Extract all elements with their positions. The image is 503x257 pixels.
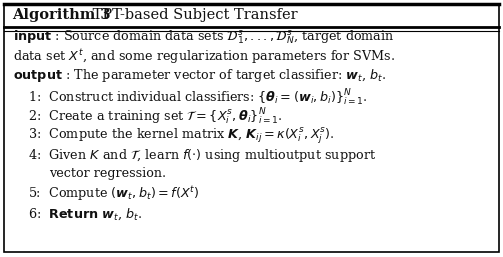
Text: data set $X^t$, and some regularization parameters for SVMs.: data set $X^t$, and some regularization … [13,47,394,66]
Text: TPT-based Subject Transfer: TPT-based Subject Transfer [88,8,298,22]
FancyBboxPatch shape [4,4,499,252]
Text: $\mathbf{output}$ : The parameter vector of target classifier: $\boldsymbol{w}_t: $\mathbf{output}$ : The parameter vector… [13,67,386,84]
Text: 1:  Construct individual classifiers: $\{\boldsymbol{\theta}_i = (\boldsymbol{w}: 1: Construct individual classifiers: $\{… [28,88,368,108]
Text: vector regression.: vector regression. [49,167,166,180]
Text: 3:  Compute the kernel matrix $\boldsymbol{K}$, $\boldsymbol{K}_{ij} = \kappa(X_: 3: Compute the kernel matrix $\boldsymbo… [28,126,334,146]
Text: 5:  Compute $(\boldsymbol{w}_t, b_t) = f(X^t)$: 5: Compute $(\boldsymbol{w}_t, b_t) = f(… [28,185,199,203]
Text: 4:  Given $K$ and $\mathcal{T}$, learn $f(\cdot)$ using multioutput support: 4: Given $K$ and $\mathcal{T}$, learn $f… [28,147,376,164]
Text: Algorithm 3: Algorithm 3 [13,8,111,22]
Text: 2:  Create a training set $\mathcal{T} = \{X_i^s, \boldsymbol{\theta}_i\}_{i=1}^: 2: Create a training set $\mathcal{T} = … [28,107,282,127]
Text: $\mathbf{input}$ : Source domain data sets $\mathcal{D}_1^s,...,\mathcal{D}_N^s$: $\mathbf{input}$ : Source domain data se… [13,29,394,46]
Text: 6:  $\mathbf{Return}$ $\boldsymbol{w}_t$, $b_t$.: 6: $\mathbf{Return}$ $\boldsymbol{w}_t$,… [28,207,142,222]
